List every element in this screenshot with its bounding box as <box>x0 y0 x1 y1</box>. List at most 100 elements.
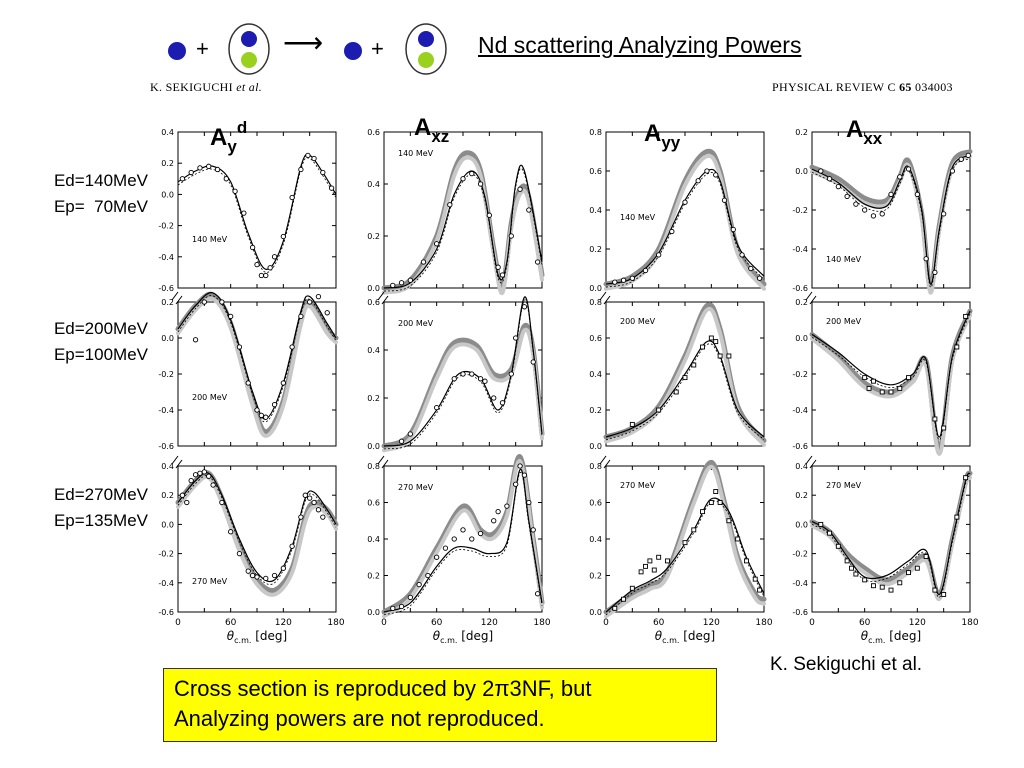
y-tick-label: 0.6 <box>367 499 380 508</box>
data-point <box>451 536 457 542</box>
data-point <box>460 527 466 533</box>
y-tick-label: 0.2 <box>161 298 174 307</box>
data-point <box>305 152 311 159</box>
data-point <box>700 509 706 515</box>
y-tick-label: -0.4 <box>158 253 174 262</box>
data-point <box>228 529 234 535</box>
panel-energy-label: 140 MeV <box>620 213 656 222</box>
data-point <box>818 521 824 527</box>
energy-label-row-2: Ed=200MeV Ep=100MeV <box>53 319 148 364</box>
data-point <box>302 492 308 498</box>
data-point <box>682 375 688 381</box>
data-point <box>879 389 885 395</box>
data-point <box>482 378 488 384</box>
data-point <box>691 527 697 533</box>
panel-energy-label: 270 MeV <box>398 483 434 492</box>
panel-1-3: 0.0 0.2 0.4 0.6 0.8 140 MeV <box>589 128 767 293</box>
y-tick-label: -0.6 <box>158 284 174 293</box>
y-tick-label: 0.2 <box>367 232 380 241</box>
data-point <box>888 389 894 395</box>
reaction-arrow: ⟶ <box>283 27 324 58</box>
proton-icon <box>241 52 257 68</box>
data-point <box>526 499 532 506</box>
data-point <box>188 169 194 176</box>
data-point <box>232 188 238 194</box>
data-point <box>407 277 413 283</box>
neutron-icon <box>418 31 434 47</box>
data-point <box>827 530 833 536</box>
data-point <box>721 197 728 203</box>
data-point <box>206 473 212 479</box>
y-tick-label: 0.4 <box>589 206 602 215</box>
plus-sign: + <box>196 36 209 61</box>
data-point <box>708 335 714 341</box>
data-point <box>870 378 876 384</box>
data-point <box>271 401 278 408</box>
y-tick-label: 0.0 <box>589 608 602 617</box>
data-point <box>249 244 256 251</box>
data-point <box>434 404 440 411</box>
y-tick-label: 0.8 <box>589 298 602 307</box>
data-point <box>491 518 497 524</box>
panel-energy-label: 200 MeV <box>620 317 656 326</box>
data-point <box>184 499 190 506</box>
data-point <box>298 514 304 520</box>
data-point <box>669 228 675 235</box>
data-point <box>219 499 225 506</box>
data-point <box>517 186 523 192</box>
theory-band-nn <box>382 327 544 453</box>
theory-curve-solid <box>605 340 765 438</box>
y-tick-label: 0.8 <box>367 462 380 471</box>
data-point <box>241 210 247 216</box>
panel-2-1: -0.6 -0.4 -0.2 0.0 0.2 200 MeV <box>158 291 339 451</box>
data-point <box>469 536 475 542</box>
data-point <box>206 163 212 169</box>
data-point <box>398 438 405 444</box>
data-point <box>656 407 662 413</box>
data-point <box>826 176 833 182</box>
axis-break-mark <box>171 291 183 305</box>
theory-curve-dotted <box>811 475 971 598</box>
data-point <box>236 344 243 350</box>
neutron-icon <box>168 42 186 60</box>
theory-curve-dotted <box>383 299 543 450</box>
data-point <box>263 272 269 279</box>
data-point <box>743 558 749 564</box>
data-point <box>629 275 635 281</box>
data-point <box>245 568 251 574</box>
data-point <box>307 299 313 305</box>
data-point <box>434 241 440 247</box>
data-point <box>491 395 497 401</box>
y-tick-label: -0.6 <box>158 442 174 451</box>
data-point <box>201 469 207 475</box>
data-point <box>932 269 938 276</box>
analyzing-power-plots: -0.6 -0.4 -0.2 0.0 0.2 0.4 140 MeV 0.0 0.2 0.4 0.6… <box>158 128 978 645</box>
figure-credit: K. Sekiguchi et al. <box>770 654 923 675</box>
data-point <box>390 605 396 611</box>
column-heading-axx: Axx <box>846 116 883 148</box>
data-point <box>932 587 938 593</box>
panel-2-3: 0.0 0.2 0.4 0.6 0.8 200 MeV <box>589 291 767 451</box>
data-point <box>941 211 947 217</box>
data-point <box>958 156 964 162</box>
data-point <box>656 554 662 560</box>
y-tick-label: 0.0 <box>161 190 174 199</box>
x-tick-label: 120 <box>703 618 720 628</box>
y-tick-label: 0.6 <box>589 167 602 176</box>
data-point <box>879 211 885 217</box>
data-point <box>849 565 854 571</box>
data-point <box>320 514 326 520</box>
axis-break-mark <box>805 291 817 305</box>
data-point <box>315 293 322 300</box>
data-point <box>311 499 317 506</box>
data-point <box>897 580 903 586</box>
data-point <box>289 543 295 549</box>
data-point <box>757 587 763 593</box>
data-point <box>862 375 868 381</box>
data-point <box>311 155 317 162</box>
data-point <box>434 554 440 560</box>
data-point <box>713 489 719 494</box>
plus-sign: + <box>371 36 384 61</box>
data-point <box>223 176 229 182</box>
theory-curve-dotted <box>383 472 543 616</box>
